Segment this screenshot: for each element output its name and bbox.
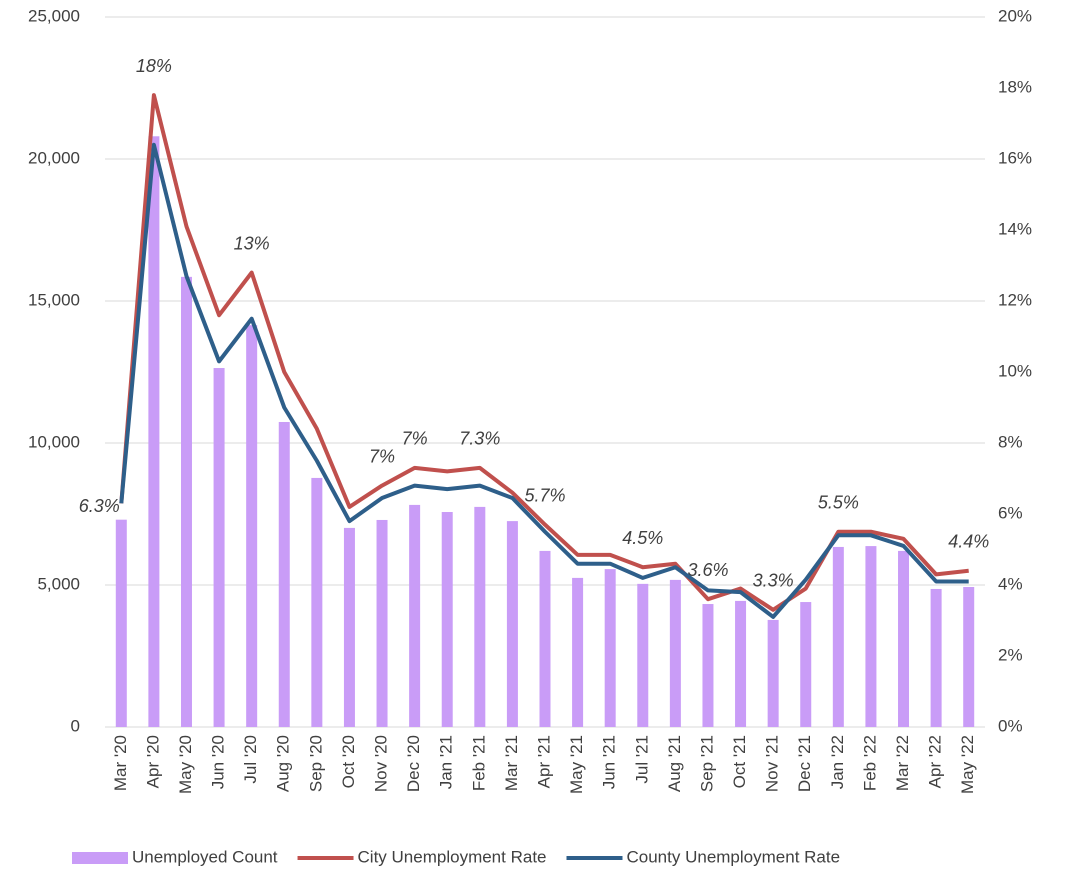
x-tick-label: Apr '20	[143, 735, 162, 788]
x-tick-label: Nov '21	[763, 735, 782, 792]
bar	[702, 604, 714, 727]
x-tick-label: Dec '20	[404, 735, 423, 792]
y-tick-label: 5,000	[37, 574, 80, 593]
bar	[376, 519, 388, 727]
data-label: 4.4%	[948, 532, 989, 552]
bar	[441, 512, 453, 727]
legend-label: Unemployed Count	[132, 847, 278, 866]
x-tick-label: Jul '20	[241, 735, 260, 784]
data-label: 7%	[402, 429, 428, 449]
bar	[343, 527, 355, 727]
x-tick-label: Mar '20	[111, 735, 130, 791]
bar	[963, 586, 975, 727]
bar	[930, 588, 942, 727]
x-tick-label: Apr '22	[926, 735, 945, 788]
bar	[148, 136, 160, 727]
bar	[474, 506, 486, 727]
data-label: 7%	[369, 446, 395, 466]
y2-tick-label: 2%	[998, 645, 1023, 664]
x-tick-label: May '21	[567, 735, 586, 794]
bar	[735, 600, 747, 727]
y2-tick-label: 20%	[998, 6, 1032, 25]
data-label: 5.5%	[818, 493, 859, 513]
y-tick-label: 0	[71, 716, 80, 735]
data-label: 4.5%	[622, 528, 663, 548]
y2-tick-label: 10%	[998, 361, 1032, 380]
bar	[311, 477, 323, 727]
y-tick-label: 20,000	[28, 148, 80, 167]
x-tick-label: Apr '21	[534, 735, 553, 788]
y2-tick-label: 4%	[998, 574, 1023, 593]
y-tick-label: 25,000	[28, 6, 80, 25]
x-tick-label: Mar '21	[502, 735, 521, 791]
bar	[115, 519, 127, 727]
x-tick-label: Feb '21	[469, 735, 488, 791]
x-tick-label: Oct '21	[730, 735, 749, 788]
x-tick-label: Jan '21	[437, 735, 456, 789]
bar	[213, 368, 225, 727]
bar	[767, 619, 779, 727]
bar	[409, 504, 421, 727]
x-tick-label: Jan '22	[828, 735, 847, 789]
y2-tick-label: 8%	[998, 432, 1023, 451]
data-label: 6.3%	[79, 496, 120, 516]
data-label: 5.7%	[524, 485, 565, 505]
y-tick-label: 15,000	[28, 290, 80, 309]
x-tick-label: Jun '20	[209, 735, 228, 789]
bar	[246, 325, 258, 727]
bar	[865, 546, 877, 727]
bar	[572, 577, 584, 727]
bar	[539, 550, 551, 727]
line	[119, 142, 969, 619]
legend-label: County Unemployment Rate	[627, 847, 841, 866]
bar	[637, 583, 649, 727]
bar	[180, 276, 192, 727]
x-tick-label: Oct '20	[339, 735, 358, 788]
legend-swatch	[72, 852, 128, 864]
y2-tick-label: 14%	[998, 219, 1032, 238]
bar	[278, 421, 290, 727]
data-label: 7.3%	[459, 429, 500, 449]
x-tick-label: May '22	[958, 735, 977, 794]
x-tick-label: Aug '20	[274, 735, 293, 792]
data-label: 3.3%	[753, 571, 794, 591]
bar	[800, 602, 812, 727]
bar	[898, 550, 910, 727]
y2-tick-label: 6%	[998, 503, 1023, 522]
x-tick-label: Dec '21	[795, 735, 814, 792]
legend-label: City Unemployment Rate	[358, 847, 547, 866]
y-tick-label: 10,000	[28, 432, 80, 451]
data-label: 18%	[136, 56, 172, 76]
y2-tick-label: 12%	[998, 290, 1032, 309]
bar	[832, 546, 844, 727]
x-tick-label: Jul '21	[632, 735, 651, 784]
y2-tick-label: 0%	[998, 716, 1023, 735]
x-tick-label: May '20	[176, 735, 195, 794]
x-tick-label: Nov '20	[372, 735, 391, 792]
bar	[506, 521, 518, 727]
x-tick-label: Sep '21	[697, 735, 716, 792]
x-tick-label: Jun '21	[600, 735, 619, 789]
bar	[669, 579, 681, 727]
x-tick-label: Feb '22	[860, 735, 879, 791]
x-tick-label: Mar '22	[893, 735, 912, 791]
bar	[604, 569, 616, 727]
data-label: 3.6%	[687, 560, 728, 580]
x-tick-label: Aug '21	[665, 735, 684, 792]
data-label: 13%	[234, 233, 270, 253]
y2-tick-label: 16%	[998, 148, 1032, 167]
x-tick-label: Sep '20	[306, 735, 325, 792]
y2-tick-label: 18%	[998, 77, 1032, 96]
